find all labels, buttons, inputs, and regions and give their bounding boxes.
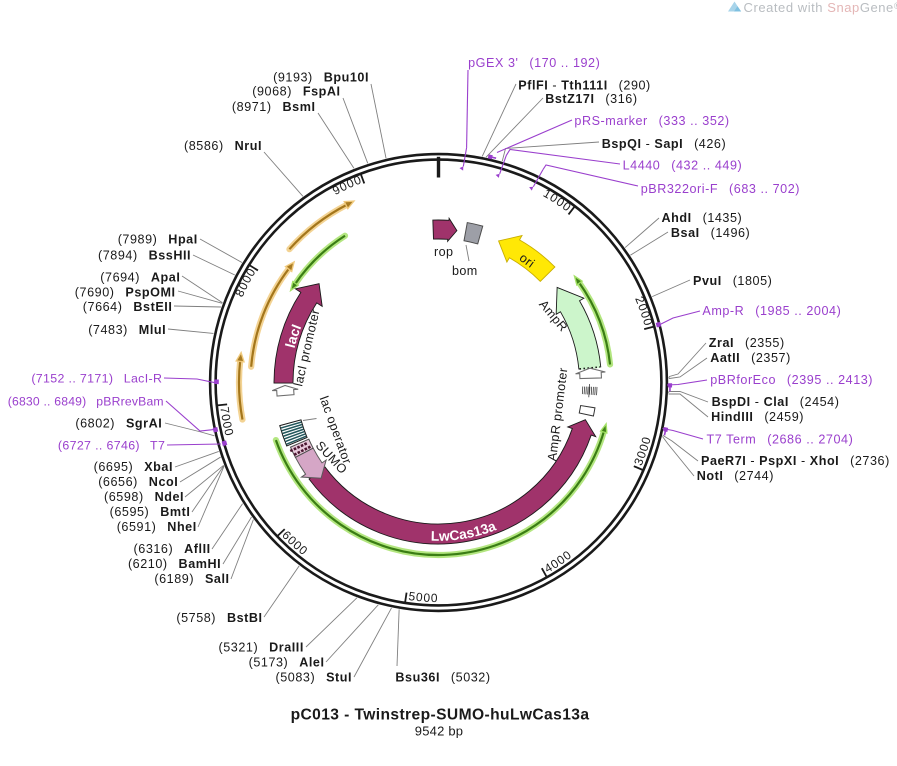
- svg-text:bom: bom: [452, 264, 478, 278]
- svg-text:(7483) MluI: (7483) MluI: [88, 323, 166, 337]
- svg-text:BspQI - SapI (426): BspQI - SapI (426): [602, 137, 727, 151]
- svg-text:(6727 .. 6746) T7: (6727 .. 6746) T7: [58, 439, 165, 453]
- svg-text:(6695) XbaI: (6695) XbaI: [94, 460, 173, 474]
- svg-text:Amp-R (1985 .. 2004): Amp-R (1985 .. 2004): [702, 304, 841, 318]
- svg-text:L4440 (432 .. 449): L4440 (432 .. 449): [623, 159, 743, 173]
- svg-text:9542 bp: 9542 bp: [415, 724, 463, 739]
- svg-text:rop: rop: [434, 245, 453, 259]
- svg-text:(6316) AflII: (6316) AflII: [134, 542, 211, 556]
- svg-text:BsaI (1496): BsaI (1496): [671, 226, 750, 240]
- svg-text:(7694) ApaI: (7694) ApaI: [100, 271, 180, 285]
- svg-text:(6802) SgrAI: (6802) SgrAI: [75, 417, 162, 431]
- svg-text:(8971) BsmI: (8971) BsmI: [232, 100, 316, 114]
- svg-text:(9193) Bpu10I: (9193) Bpu10I: [273, 70, 369, 84]
- svg-text:pBRforEco (2395 .. 2413): pBRforEco (2395 .. 2413): [710, 373, 873, 387]
- svg-text:(5321) DraIII: (5321) DraIII: [218, 641, 303, 655]
- svg-text:(5173) AleI: (5173) AleI: [249, 656, 325, 670]
- svg-text:pGEX 3' (170 .. 192): pGEX 3' (170 .. 192): [468, 56, 600, 70]
- svg-text:(6598) NdeI: (6598) NdeI: [104, 490, 184, 504]
- svg-text:HindIII (2459): HindIII (2459): [711, 410, 804, 424]
- svg-text:(6189) SalI: (6189) SalI: [154, 572, 229, 586]
- svg-text:AhdI (1435): AhdI (1435): [662, 211, 743, 225]
- svg-text:(6830 .. 6849) pBRrevBam: (6830 .. 6849) pBRrevBam: [8, 394, 164, 408]
- svg-text:Bsu36I (5032): Bsu36I (5032): [395, 671, 490, 685]
- svg-text:pC013 - Twinstrep-SUMO-huLwCas: pC013 - Twinstrep-SUMO-huLwCas13a: [291, 707, 590, 724]
- svg-text:pBR322ori-F (683 .. 702): pBR322ori-F (683 .. 702): [641, 182, 800, 196]
- svg-text:ZraI (2355): ZraI (2355): [709, 336, 785, 350]
- svg-text:(6656) NcoI: (6656) NcoI: [98, 475, 178, 489]
- svg-text:(7664) BstEII: (7664) BstEII: [83, 300, 173, 314]
- svg-text:AatII (2357): AatII (2357): [710, 351, 791, 365]
- svg-text:BspDI - ClaI (2454): BspDI - ClaI (2454): [712, 395, 840, 409]
- svg-text:(6595) BmtI: (6595) BmtI: [110, 505, 191, 519]
- svg-text:PaeR7I - PspXI - XhoI (2736): PaeR7I - PspXI - XhoI (2736): [701, 454, 890, 468]
- svg-text:PflFI - Tth111I (290): PflFI - Tth111I (290): [518, 79, 651, 93]
- svg-text:(6210) BamHI: (6210) BamHI: [128, 557, 221, 571]
- svg-text:pRS-marker (333 .. 352): pRS-marker (333 .. 352): [574, 114, 729, 128]
- svg-text:(6591) NheI: (6591) NheI: [117, 520, 197, 534]
- svg-text:(7989) HpaI: (7989) HpaI: [118, 233, 198, 247]
- svg-text:(5083) StuI: (5083) StuI: [275, 671, 352, 685]
- svg-text:Created with SnapGene®: Created with SnapGene®: [744, 0, 897, 15]
- svg-text:(7152 .. 7171) LacI-R: (7152 .. 7171) LacI-R: [31, 372, 162, 386]
- svg-text:(9068) FspAI: (9068) FspAI: [252, 85, 340, 99]
- svg-text:T7 Term (2686 .. 2704): T7 Term (2686 .. 2704): [707, 433, 854, 447]
- svg-text:(5758) BstBI: (5758) BstBI: [176, 611, 262, 625]
- svg-text:(7690) PspOMI: (7690) PspOMI: [75, 286, 176, 300]
- svg-text:(7894) BssHII: (7894) BssHII: [98, 249, 191, 263]
- svg-text:BstZ17I (316): BstZ17I (316): [545, 92, 637, 106]
- svg-text:PvuI (1805): PvuI (1805): [693, 274, 772, 288]
- svg-text:NotI (2744): NotI (2744): [697, 469, 774, 483]
- svg-text:(8586) NruI: (8586) NruI: [184, 139, 262, 153]
